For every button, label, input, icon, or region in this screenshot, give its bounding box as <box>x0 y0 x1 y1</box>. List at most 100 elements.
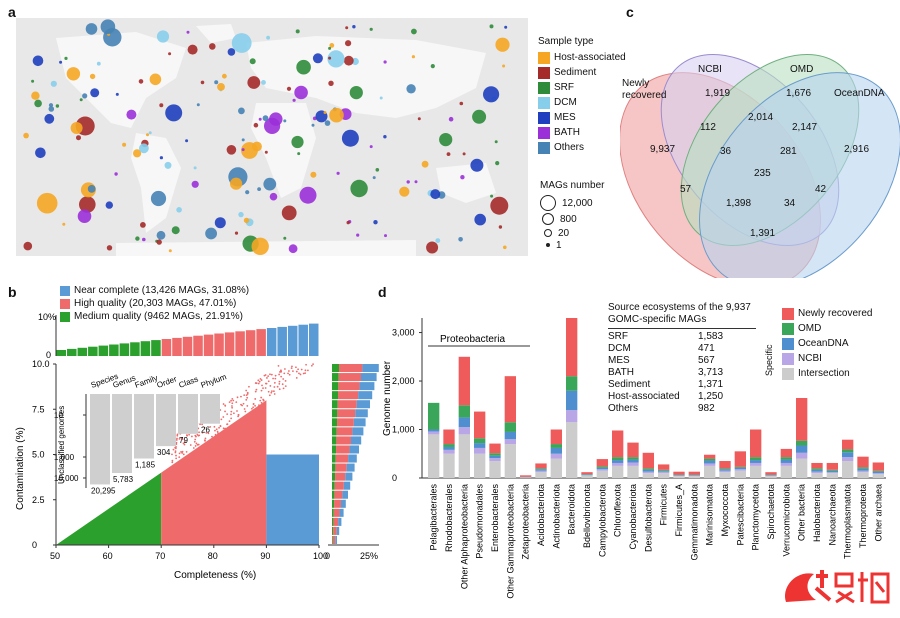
top-hist-bar <box>109 344 119 356</box>
sample-dot <box>296 59 311 75</box>
d-bar-seg <box>489 461 501 478</box>
sample-dot <box>122 142 127 147</box>
scatter-point <box>192 447 195 449</box>
scatter-point <box>260 379 263 381</box>
source-row: MES 567 <box>608 355 756 367</box>
scatter-point <box>255 388 258 391</box>
scatter-point <box>272 390 275 393</box>
top-histogram <box>56 323 319 356</box>
scatter-point <box>176 434 179 437</box>
d-bar-seg <box>627 462 639 466</box>
d-bar-seg <box>688 476 700 478</box>
sample-dot <box>115 92 119 96</box>
d-bar-seg <box>842 449 854 453</box>
d-x-label: Chloroflexota <box>613 484 623 537</box>
d-x-label: Pseudomonadales <box>475 484 485 559</box>
d-bar-seg <box>796 440 808 446</box>
d-x-label: Campylobacterota <box>597 484 607 557</box>
scatter-point <box>236 396 239 399</box>
legend-label: OMD <box>798 323 822 334</box>
scatter-point <box>270 390 273 393</box>
d-bar-seg <box>535 472 547 478</box>
scatter-point <box>231 405 233 407</box>
sample-dot <box>384 234 387 238</box>
inset-bar <box>178 394 198 434</box>
sample-dot <box>474 213 487 226</box>
d-bar-seg <box>811 468 823 470</box>
scatter-point <box>281 383 284 386</box>
sample-dot <box>106 245 113 251</box>
scatter-point <box>284 385 287 388</box>
panel-c-letter: c <box>626 4 634 20</box>
d-bar-seg <box>842 452 854 458</box>
mags-row-1: 1 <box>540 239 604 251</box>
scatter-point <box>269 373 271 376</box>
d-bar-seg <box>489 455 501 459</box>
legend-label: Medium quality (9462 MAGs, 21.91%) <box>74 311 243 322</box>
sample-dot <box>48 103 54 108</box>
legend-swatch <box>60 298 70 309</box>
sample-dot <box>494 140 498 144</box>
venn-ocean-ellipse <box>699 72 900 278</box>
watermark-logo <box>785 570 890 604</box>
d-bar-seg <box>642 473 654 478</box>
source-key: DCM <box>608 343 631 354</box>
legend-label: Near complete (13,426 MAGs, 31.08%) <box>74 285 250 296</box>
legend-label: MES <box>554 112 576 123</box>
scatter-point <box>244 410 247 413</box>
scatter-point <box>259 399 262 402</box>
inset-rank-label: Phylum <box>200 372 228 390</box>
sample-dot <box>263 177 277 191</box>
d-bar-seg <box>842 457 854 462</box>
sample-dot <box>193 166 197 170</box>
d-bar-seg <box>596 467 608 470</box>
d-legend-item: OMD <box>782 321 872 336</box>
sample-dot <box>292 98 296 102</box>
scatter-point <box>224 410 226 413</box>
source-row: DCM 471 <box>608 343 756 355</box>
right-hist-seg <box>334 499 341 508</box>
sample-dot <box>462 152 466 156</box>
d-bar-seg <box>826 469 838 471</box>
d-bar-seg <box>780 465 792 478</box>
d-bar-seg <box>443 444 455 447</box>
venn-label-omd: OMD <box>790 64 813 75</box>
scatter-point <box>263 374 266 377</box>
d-x-label: Myxococcota <box>720 484 730 537</box>
sample-dot <box>139 143 149 154</box>
source-key: Sediment <box>608 379 651 390</box>
d-bar-seg <box>535 470 547 473</box>
x-tick-label: 80 <box>208 551 218 561</box>
inset-value-label: 5,783 <box>113 475 134 484</box>
scatter-point <box>274 374 277 377</box>
sample-dot <box>55 104 60 108</box>
sample-dot <box>411 55 415 59</box>
scatter-point <box>214 433 217 436</box>
top-hist-bar <box>77 347 88 356</box>
sample-dot <box>439 133 453 147</box>
scatter-points <box>56 363 319 545</box>
sample-dot <box>269 192 278 201</box>
scatter-point <box>178 452 181 455</box>
sample-dot <box>100 19 116 34</box>
right-hist-seg <box>332 499 335 508</box>
right-hist-seg <box>346 463 355 472</box>
legend-swatch <box>538 66 550 79</box>
d-bar-seg <box>535 463 547 469</box>
scatter-point <box>235 401 238 404</box>
scatter-point <box>258 380 261 383</box>
sample-dot <box>299 186 317 204</box>
sample-dot <box>226 145 237 155</box>
top-hist-bar <box>88 346 98 356</box>
right-hist-seg <box>332 382 339 391</box>
panel-a-letter: a <box>8 4 16 20</box>
sample-dot <box>352 25 356 29</box>
d-y-tick-label: 0 <box>392 473 397 483</box>
source-value: 3,713 <box>698 367 724 378</box>
d-bar-seg <box>428 402 440 430</box>
venn-val-newly-only: 9,937 <box>650 144 675 155</box>
inset-bar <box>90 394 110 485</box>
venn-val-ncbi-ocean: 42 <box>815 184 827 195</box>
legend-swatch <box>60 285 70 296</box>
right-hist-seg <box>337 400 357 409</box>
